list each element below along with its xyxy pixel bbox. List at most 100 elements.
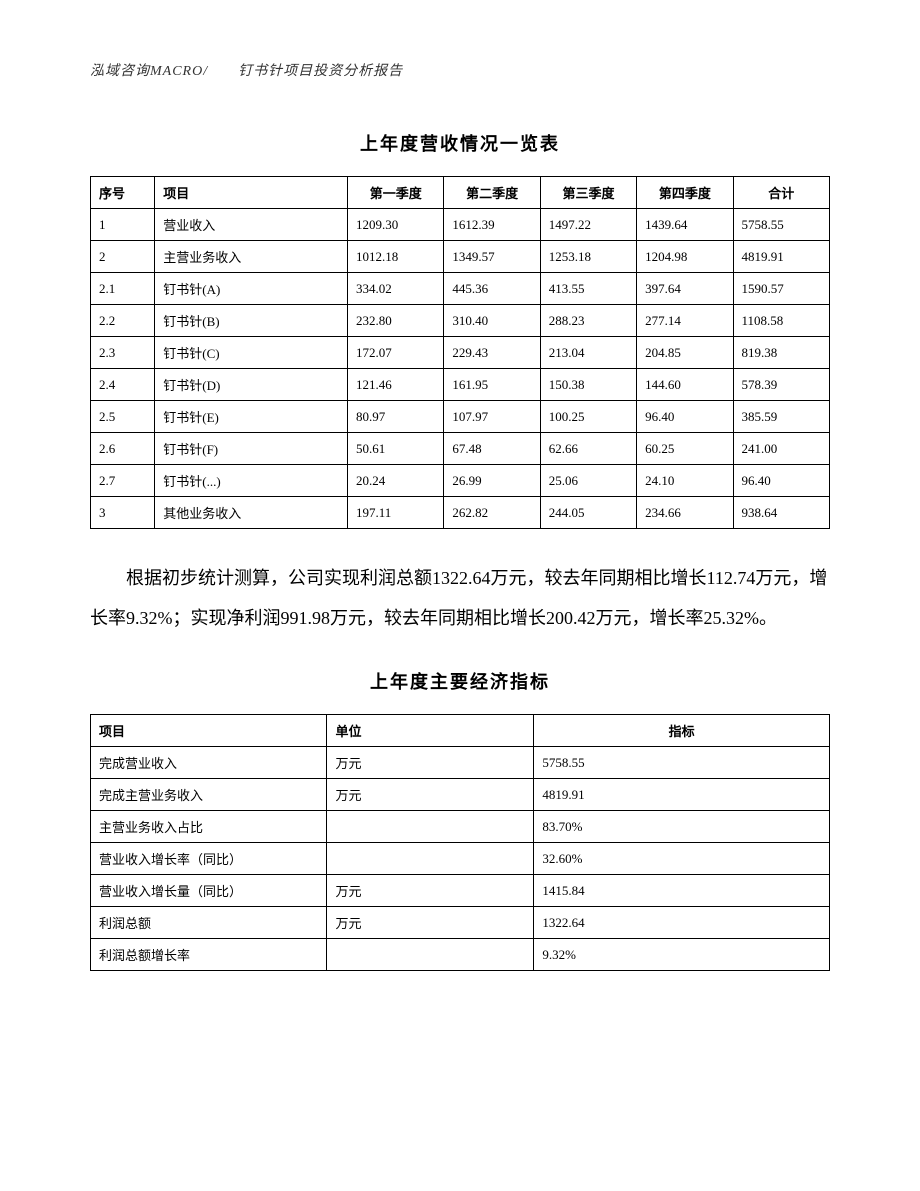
- table-row: 营业收入增长量（同比）万元1415.84: [91, 875, 830, 907]
- table-cell: 2.6: [91, 433, 155, 465]
- table1-title: 上年度营收情况一览表: [90, 130, 830, 156]
- table-cell: 1349.57: [444, 241, 540, 273]
- table-row: 主营业务收入占比 83.70%: [91, 811, 830, 843]
- table-header-row: 序号 项目 第一季度 第二季度 第三季度 第四季度 合计: [91, 177, 830, 209]
- table-cell: 主营业务收入: [155, 241, 348, 273]
- table-cell: 121.46: [348, 369, 444, 401]
- table-cell: 万元: [327, 747, 534, 779]
- table-cell: 277.14: [637, 305, 733, 337]
- table-cell: 1612.39: [444, 209, 540, 241]
- table-cell: 413.55: [540, 273, 636, 305]
- table-row: 2.3钉书针(C)172.07229.43213.04204.85819.38: [91, 337, 830, 369]
- table-cell: 2.1: [91, 273, 155, 305]
- table-cell: 20.24: [348, 465, 444, 497]
- table-cell: 334.02: [348, 273, 444, 305]
- table-cell: 62.66: [540, 433, 636, 465]
- table-cell: 钉书针(...): [155, 465, 348, 497]
- table-cell: 310.40: [444, 305, 540, 337]
- table-cell: 4819.91: [733, 241, 829, 273]
- table-cell: [327, 843, 534, 875]
- table-cell: 150.38: [540, 369, 636, 401]
- table-cell: 83.70%: [534, 811, 830, 843]
- table-row: 2.4钉书针(D)121.46161.95150.38144.60578.39: [91, 369, 830, 401]
- table-cell: 1209.30: [348, 209, 444, 241]
- table-cell: 2.4: [91, 369, 155, 401]
- table-cell: 其他业务收入: [155, 497, 348, 529]
- table-cell: 1012.18: [348, 241, 444, 273]
- table2-title: 上年度主要经济指标: [90, 668, 830, 694]
- table-cell: 万元: [327, 875, 534, 907]
- table-cell: [327, 939, 534, 971]
- col-header-total: 合计: [733, 177, 829, 209]
- col-header-q2: 第二季度: [444, 177, 540, 209]
- table-row: 利润总额万元1322.64: [91, 907, 830, 939]
- table-cell: 2.7: [91, 465, 155, 497]
- table-cell: 288.23: [540, 305, 636, 337]
- table-cell: 主营业务收入占比: [91, 811, 327, 843]
- table-row: 2.7钉书针(...)20.2426.9925.0624.1096.40: [91, 465, 830, 497]
- col-header-item: 项目: [91, 715, 327, 747]
- table-cell: 232.80: [348, 305, 444, 337]
- table-cell: 1: [91, 209, 155, 241]
- table-row: 2主营业务收入1012.181349.571253.181204.984819.…: [91, 241, 830, 273]
- table-cell: 96.40: [733, 465, 829, 497]
- table-cell: 2.3: [91, 337, 155, 369]
- table-cell: 241.00: [733, 433, 829, 465]
- table-cell: 1415.84: [534, 875, 830, 907]
- table-cell: 2: [91, 241, 155, 273]
- table-cell: 100.25: [540, 401, 636, 433]
- table-cell: 1497.22: [540, 209, 636, 241]
- table-cell: 204.85: [637, 337, 733, 369]
- col-header-value: 指标: [534, 715, 830, 747]
- table-cell: 1322.64: [534, 907, 830, 939]
- table-cell: 钉书针(C): [155, 337, 348, 369]
- table-cell: 107.97: [444, 401, 540, 433]
- table-header-row: 项目 单位 指标: [91, 715, 830, 747]
- table-row: 2.2钉书针(B)232.80310.40288.23277.141108.58: [91, 305, 830, 337]
- table-cell: 161.95: [444, 369, 540, 401]
- table-cell: 96.40: [637, 401, 733, 433]
- table-cell: 1253.18: [540, 241, 636, 273]
- table-row: 完成主营业务收入万元4819.91: [91, 779, 830, 811]
- table-cell: 24.10: [637, 465, 733, 497]
- table-cell: 营业收入增长量（同比）: [91, 875, 327, 907]
- table-cell: 80.97: [348, 401, 444, 433]
- table-cell: 244.05: [540, 497, 636, 529]
- table-cell: 钉书针(B): [155, 305, 348, 337]
- table-cell: 钉书针(E): [155, 401, 348, 433]
- analysis-paragraph: 根据初步统计测算，公司实现利润总额1322.64万元，较去年同期相比增长112.…: [90, 559, 830, 638]
- col-header-q1: 第一季度: [348, 177, 444, 209]
- col-header-seq: 序号: [91, 177, 155, 209]
- table-cell: 4819.91: [534, 779, 830, 811]
- table-cell: 26.99: [444, 465, 540, 497]
- table-cell: 万元: [327, 779, 534, 811]
- table-cell: 1204.98: [637, 241, 733, 273]
- table-cell: 万元: [327, 907, 534, 939]
- table-row: 2.6钉书针(F)50.6167.4862.6660.25241.00: [91, 433, 830, 465]
- table-cell: 578.39: [733, 369, 829, 401]
- col-header-item: 项目: [155, 177, 348, 209]
- table-row: 利润总额增长率9.32%: [91, 939, 830, 971]
- table-cell: 234.66: [637, 497, 733, 529]
- table-cell: 197.11: [348, 497, 444, 529]
- table-cell: 262.82: [444, 497, 540, 529]
- indicators-table: 项目 单位 指标 完成营业收入万元5758.55完成主营业务收入万元4819.9…: [90, 714, 830, 971]
- table-cell: 819.38: [733, 337, 829, 369]
- table-cell: 5758.55: [534, 747, 830, 779]
- table-cell: 229.43: [444, 337, 540, 369]
- table-cell: 172.07: [348, 337, 444, 369]
- table-row: 完成营业收入万元5758.55: [91, 747, 830, 779]
- table-cell: 1590.57: [733, 273, 829, 305]
- table-cell: 144.60: [637, 369, 733, 401]
- table-cell: 1439.64: [637, 209, 733, 241]
- table-cell: 利润总额: [91, 907, 327, 939]
- table-cell: 1108.58: [733, 305, 829, 337]
- table-row: 1营业收入1209.301612.391497.221439.645758.55: [91, 209, 830, 241]
- table-cell: 50.61: [348, 433, 444, 465]
- table-cell: [327, 811, 534, 843]
- table-cell: 钉书针(F): [155, 433, 348, 465]
- table-cell: 445.36: [444, 273, 540, 305]
- table-cell: 60.25: [637, 433, 733, 465]
- table-cell: 完成主营业务收入: [91, 779, 327, 811]
- table-cell: 营业收入增长率（同比）: [91, 843, 327, 875]
